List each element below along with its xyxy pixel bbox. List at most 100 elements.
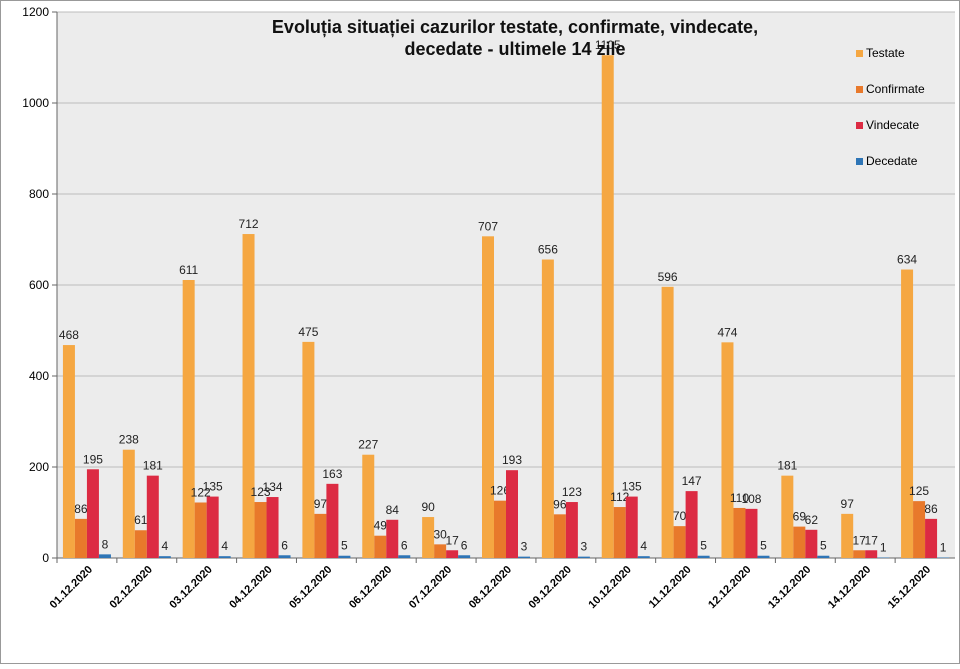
value-label: 5 [700, 539, 707, 553]
bar [901, 270, 913, 558]
value-label: 5 [341, 539, 348, 553]
bar [326, 484, 338, 558]
bar [267, 497, 279, 558]
y-tick-label: 200 [29, 460, 49, 474]
value-label: 49 [374, 519, 388, 533]
y-tick-label: 1000 [22, 96, 49, 110]
bar [75, 519, 87, 558]
bar [686, 491, 698, 558]
value-label: 62 [805, 513, 819, 527]
value-label: 712 [239, 217, 259, 231]
bar [123, 450, 135, 558]
legend-label: Vindecate [866, 118, 919, 132]
value-label: 656 [538, 243, 558, 257]
value-label: 4 [161, 539, 168, 553]
value-label: 84 [386, 503, 400, 517]
y-tick-label: 0 [42, 551, 49, 565]
value-label: 707 [478, 219, 498, 233]
bar [386, 520, 398, 558]
bar [63, 345, 75, 558]
value-label: 6 [461, 538, 468, 552]
value-label: 135 [203, 480, 223, 494]
bar [314, 514, 326, 558]
bar [99, 554, 111, 558]
bar [554, 514, 566, 558]
bar [793, 527, 805, 558]
y-tick-label: 400 [29, 369, 49, 383]
bar [183, 280, 195, 558]
bar [757, 556, 769, 558]
value-label: 17 [865, 533, 879, 547]
bar [506, 470, 518, 558]
value-label: 1 [880, 541, 887, 555]
y-tick-label: 1200 [22, 5, 49, 19]
bar [781, 476, 793, 558]
value-label: 17 [445, 533, 459, 547]
bar [446, 550, 458, 558]
value-label: 3 [581, 540, 588, 554]
bar [698, 556, 710, 558]
bar [458, 555, 470, 558]
value-label: 97 [314, 497, 328, 511]
legend-swatch [856, 122, 863, 129]
value-label: 181 [777, 459, 797, 473]
bar [398, 555, 410, 558]
value-label: 108 [741, 492, 761, 506]
chart-title: Evoluția situației cazurilor testate, co… [272, 17, 758, 37]
value-label: 468 [59, 328, 79, 342]
value-label: 90 [421, 500, 435, 514]
value-label: 135 [622, 480, 642, 494]
value-label: 181 [143, 459, 163, 473]
bar [219, 556, 231, 558]
bar [542, 260, 554, 558]
bar [626, 497, 638, 558]
bar [135, 530, 147, 558]
value-label: 96 [553, 497, 567, 511]
bar [638, 556, 650, 558]
value-label: 8 [102, 537, 109, 551]
value-label: 238 [119, 433, 139, 447]
legend-label: Confirmate [866, 82, 925, 96]
legend-swatch [856, 50, 863, 57]
value-label: 5 [820, 539, 827, 553]
bar [925, 519, 937, 558]
value-label: 6 [401, 538, 408, 552]
value-label: 227 [358, 438, 378, 452]
value-label: 3 [521, 540, 528, 554]
bar [853, 550, 865, 558]
value-label: 634 [897, 253, 917, 267]
bar [279, 555, 291, 558]
bar [721, 342, 733, 558]
value-label: 147 [682, 474, 702, 488]
value-label: 195 [83, 452, 103, 466]
bar [87, 469, 99, 558]
bar [207, 497, 219, 558]
bar [147, 476, 159, 558]
bar [374, 536, 386, 558]
value-label: 5 [760, 539, 767, 553]
bar [159, 556, 171, 558]
value-label: 134 [263, 480, 283, 494]
value-label: 4 [640, 539, 647, 553]
legend-swatch [856, 158, 863, 165]
value-label: 123 [562, 485, 582, 499]
bar [482, 236, 494, 558]
bar [362, 455, 374, 558]
bar [733, 508, 745, 558]
value-label: 163 [322, 467, 342, 481]
y-tick-label: 600 [29, 278, 49, 292]
value-label: 611 [179, 263, 198, 277]
value-label: 86 [74, 502, 88, 516]
bar [255, 502, 267, 558]
bar [865, 550, 877, 558]
legend-swatch [856, 86, 863, 93]
bar [602, 55, 614, 558]
value-label: 1 [940, 541, 947, 555]
value-label: 125 [909, 484, 929, 498]
bar [302, 342, 314, 558]
value-label: 4 [221, 539, 228, 553]
bar [578, 557, 590, 558]
bar [338, 556, 350, 558]
legend-label: Decedate [866, 154, 918, 168]
chart-title: decedate - ultimele 14 zile [404, 39, 625, 59]
